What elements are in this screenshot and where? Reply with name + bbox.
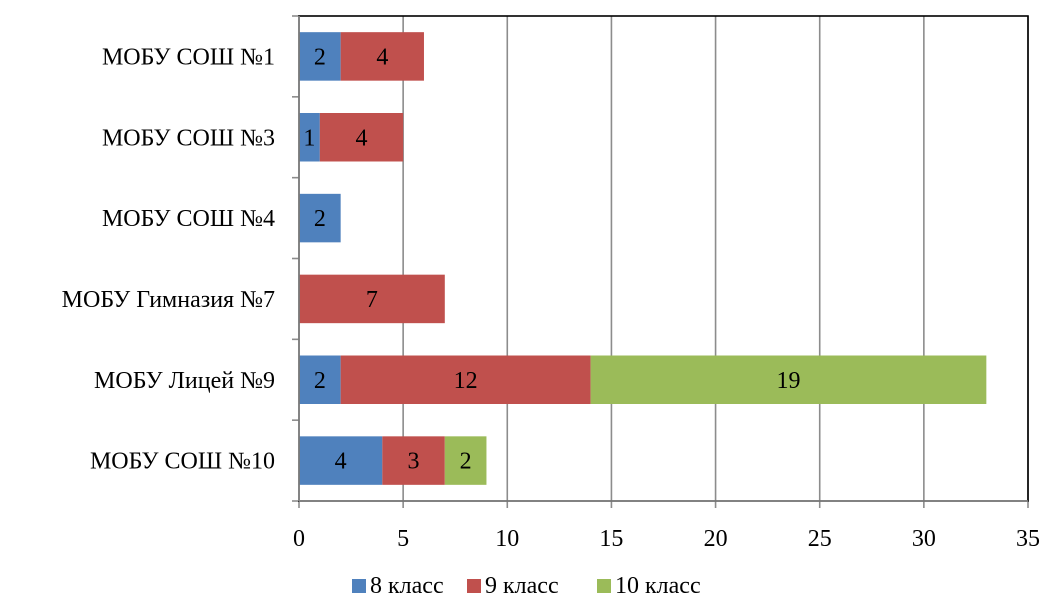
- data-label: 7: [366, 287, 378, 313]
- bar-segment: [340, 355, 591, 404]
- bar-segment: [590, 355, 987, 404]
- y-category-label: МОБУ СОШ №3: [102, 125, 275, 151]
- gridlines: [402, 16, 1029, 501]
- data-label: 2: [314, 44, 326, 70]
- x-tick-label: 5: [397, 526, 409, 552]
- legend-label: 9 класс: [485, 573, 559, 599]
- x-tick-label: 25: [808, 526, 832, 552]
- axes: 0 5 10 15 20 25 30 35 МОБУ СОШ №1 МОБУ СОШ №3 МОБУ…: [62, 15, 1040, 552]
- y-category-label: МОБУ Гимназия №7: [62, 287, 275, 313]
- legend-swatch: [597, 579, 611, 593]
- data-labels: 2 4 1 4 2 7 2 12 19 4 3 2: [303, 44, 800, 474]
- plot-frame: [298, 15, 1029, 502]
- y-category-label: МОБУ СОШ №1: [102, 44, 275, 70]
- bar-segment: [299, 113, 320, 162]
- bar-segment: [299, 274, 445, 324]
- bar-segment: [299, 436, 383, 485]
- data-label: 4: [376, 44, 388, 70]
- bar-segment: [382, 436, 445, 485]
- data-label: 2: [460, 449, 472, 475]
- x-tick-label: 35: [1016, 526, 1040, 552]
- data-label: 3: [408, 449, 420, 475]
- data-label: 1: [303, 125, 315, 151]
- x-tick-label: 15: [599, 526, 623, 552]
- bar-segment: [299, 32, 341, 81]
- legend-swatch: [467, 579, 481, 593]
- bar-segment: [299, 193, 341, 243]
- bar-segment: [340, 32, 424, 81]
- legend-label: 10 класс: [615, 573, 701, 599]
- bar-segment: [299, 355, 341, 404]
- data-label: 12: [454, 368, 478, 394]
- data-label: 2: [314, 368, 326, 394]
- legend-swatch: [352, 579, 366, 593]
- legend-label: 8 класс: [370, 573, 444, 599]
- legend: 8 класс 9 класс 10 класс: [352, 573, 701, 599]
- data-label: 2: [314, 206, 326, 232]
- x-tick-label: 30: [912, 526, 936, 552]
- x-tick-label: 0: [293, 526, 305, 552]
- bars: [299, 32, 987, 485]
- x-tick-label: 20: [704, 526, 728, 552]
- y-category-label: МОБУ СОШ №4: [102, 206, 275, 232]
- data-label: 4: [335, 449, 347, 475]
- bar-segment: [319, 113, 404, 162]
- bar-segment: [444, 436, 487, 485]
- data-label: 19: [776, 368, 800, 394]
- data-label: 4: [355, 125, 367, 151]
- x-tick-label: 10: [495, 526, 519, 552]
- y-category-label: МОБУ Лицей №9: [94, 368, 275, 394]
- y-category-label: МОБУ СОШ №10: [90, 449, 275, 475]
